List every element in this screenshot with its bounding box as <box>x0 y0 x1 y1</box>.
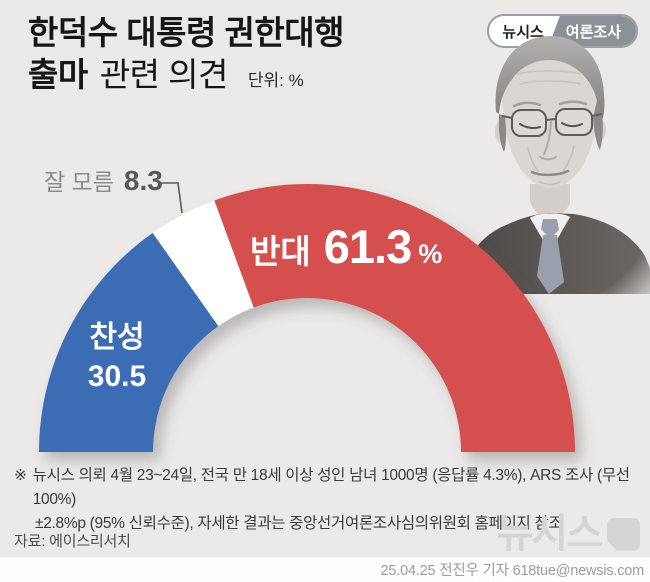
portrait-neck <box>530 184 570 218</box>
methodology-line-2: ±2.8%p (95% 신뢰수준), 자세한 결과는 중앙선거여론조사심의위원회… <box>35 515 563 532</box>
label-approve-value: 30.5 <box>87 360 147 393</box>
source-note: 자료: 에이스리서치 <box>14 533 131 550</box>
newsis-watermark-text: 뉴시스 <box>496 512 603 556</box>
newsis-poll-badge: 뉴시스 여론조사 <box>487 14 638 48</box>
footer-strip <box>0 557 650 582</box>
page-title: 한덕수 대통령 권한대행 출마 관련 의견 단위: % <box>28 12 344 102</box>
label-oppose-name: 반대 <box>250 233 311 270</box>
label-oppose-percent-sign: % <box>418 239 443 269</box>
badge-brand-label: 뉴시스 <box>502 23 544 41</box>
byline-credit: 25.04.25 전진우 기자 618tue@newsis.com <box>380 563 645 579</box>
newsis-logo-mark-icon <box>607 517 640 551</box>
newsis-watermark-logo: 뉴시스 <box>497 512 640 556</box>
methodology-note: ※ 뉴시스 의뢰 4월 23~24일, 전국 만 18세 이상 성인 남녀 10… <box>14 464 642 536</box>
segment-unknown-arc <box>152 200 254 327</box>
glasses-lens-right <box>555 108 593 136</box>
methodology-line-1: ※ 뉴시스 의뢰 4월 23~24일, 전국 만 18세 이상 성인 남녀 10… <box>14 464 642 512</box>
label-oppose: 반대 61.3 % <box>250 219 442 274</box>
portrait-nose <box>539 121 557 161</box>
title-line2: 출마 관련 의견 단위: % <box>28 54 344 102</box>
callout-leader-line <box>161 182 183 214</box>
portrait-hair <box>495 36 605 125</box>
portrait-eyebrows <box>512 100 588 108</box>
portrait-nasolabial <box>527 145 575 172</box>
portrait-hair-side-right <box>593 96 603 150</box>
label-oppose-value: 61.3 <box>323 220 412 273</box>
portrait-head <box>501 44 600 189</box>
portrait-forehead-lines <box>517 70 583 85</box>
footnote-marker: ※ <box>14 467 27 484</box>
label-unknown-value: 8.3 <box>123 165 163 196</box>
portrait-group <box>456 36 650 294</box>
label-unknown: 잘 모름 8.3 <box>44 163 163 197</box>
title-line1: 한덕수 대통령 권한대행 <box>28 14 344 51</box>
portrait-eyes <box>519 122 583 129</box>
portrait-image <box>456 36 650 294</box>
footnote-line1-text: 뉴시스 의뢰 4월 23~24일, 전국 만 18세 이상 성인 남녀 1000… <box>32 467 630 508</box>
label-unknown-name: 잘 모름 <box>44 169 114 195</box>
glasses-bridge <box>501 113 603 121</box>
portrait-hair-side-left <box>498 114 506 152</box>
label-approve-name: 찬성 <box>89 321 145 354</box>
glasses-lens-left <box>511 109 547 137</box>
unit-note: 단위: % <box>247 71 304 90</box>
title-line2-bold: 출마 <box>28 56 88 93</box>
title-line2-rest: 관련 의견 <box>99 56 229 93</box>
label-approve: 찬성 30.5 <box>55 318 179 396</box>
portrait-mouth <box>530 169 570 177</box>
